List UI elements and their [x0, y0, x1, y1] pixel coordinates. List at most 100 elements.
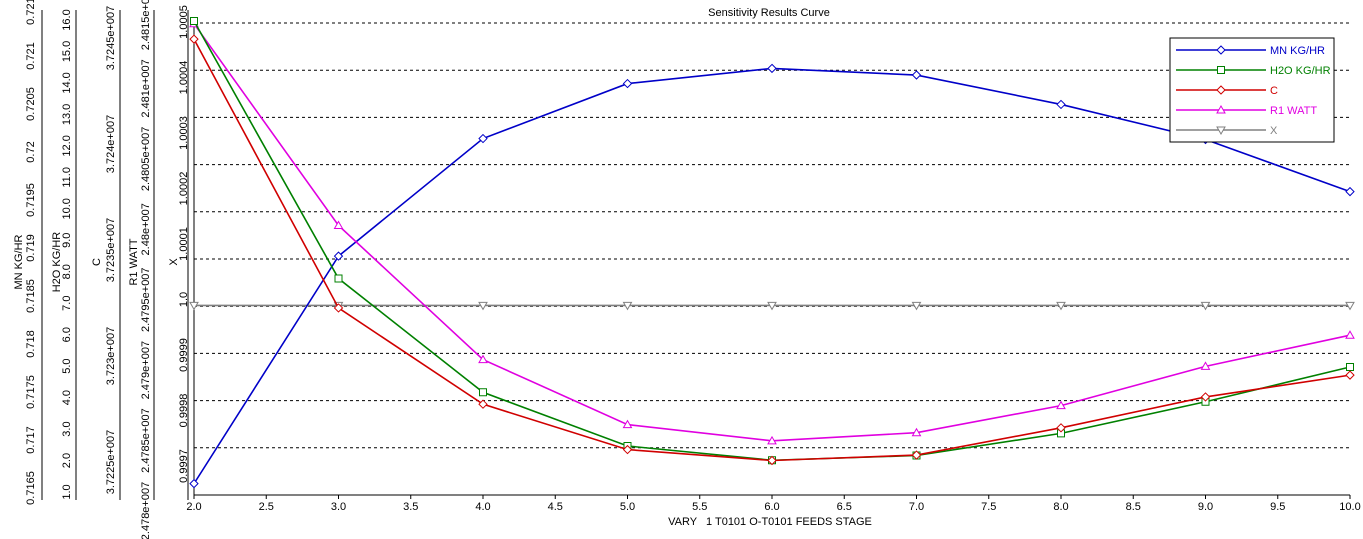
data-point: [189, 301, 199, 311]
h2o-axis: 1.0 2.0 3.0 4.0 5.0 6.0 7.0 8.0 9.0 10.0 11.0 12.0 1…: [51, 9, 77, 500]
h2o-tick-label: 11.0: [61, 167, 73, 188]
data-point: [767, 455, 777, 466]
mn-tick-label: 0.7185: [25, 279, 37, 313]
x-tick-label: 1.0: [178, 292, 190, 307]
c-tick-label: 3.724e+007: [105, 115, 117, 173]
legend-item: R1 WATT: [1176, 104, 1317, 117]
chart-title: Sensitivity Results Curve: [708, 7, 830, 19]
x-tick-label: 0.9998: [178, 394, 190, 428]
legend-label: H2O KG/HR: [1270, 65, 1331, 77]
data-point: [1200, 361, 1211, 370]
x-tick-label: 1.0003: [178, 116, 190, 150]
x-tick-label: 9.0: [1198, 501, 1213, 513]
data-point: [1056, 301, 1066, 311]
x-tick-label: 0.9999: [178, 338, 190, 372]
r1-tick-label: 2.479e+007: [140, 341, 152, 399]
x-tick-label: 8.0: [1053, 501, 1068, 513]
x-tick-label: 1.0001: [178, 227, 190, 261]
mn-axis-label: MN KG/HR: [13, 234, 25, 289]
h2o-tick-label: 13.0: [61, 104, 73, 125]
h2o-tick-label: 4.0: [61, 390, 73, 405]
mn-axis: 0.7165 0.717 0.7175 0.718 0.7185 0.719 0.7195 0…: [13, 0, 43, 505]
h2o-tick-label: 8.0: [61, 264, 73, 279]
series-c: [189, 34, 1355, 466]
h2o-tick-label: 3.0: [61, 421, 73, 436]
data-point: [1216, 45, 1226, 55]
x-tick-label: 3.0: [331, 501, 346, 513]
data-point: [1346, 363, 1354, 372]
data-point: [622, 301, 633, 311]
data-point: [911, 70, 922, 80]
r1-tick-label: 2.4805e+007: [140, 127, 152, 192]
h2o-tick-label: 7.0: [61, 296, 73, 311]
r1-axis-label: R1 WATT: [128, 238, 140, 285]
data-point: [1345, 301, 1355, 311]
x-tick-label: 2.5: [259, 501, 274, 513]
x-tick-label: 6.5: [837, 501, 852, 513]
x-axis-label: X: [168, 258, 180, 266]
x-tick-label: 7.5: [981, 501, 996, 513]
legend-item: C: [1176, 85, 1278, 97]
data-point: [333, 303, 344, 313]
data-point: [911, 427, 922, 437]
x-tick-label: 4.5: [548, 501, 563, 513]
data-point: [1200, 392, 1211, 402]
x-axis: 2.0 2.5 3.0 3.5 4.0 4.5 5.0 5.5 6.0 6.5 7.0 7.5 8.0 8…: [186, 495, 1361, 513]
data-point: [1216, 85, 1226, 95]
x-tick-label: 7.0: [909, 501, 924, 513]
mn-tick-label: 0.7215: [25, 0, 37, 25]
data-point: [767, 63, 777, 74]
c-tick-label: 3.7235e+007: [105, 218, 117, 283]
data-point: [478, 399, 488, 409]
data-point: [190, 17, 198, 25]
mn-tick-label: 0.717: [25, 426, 37, 454]
mn-tick-label: 0.718: [25, 330, 37, 358]
x-tick-label: 1.0005: [178, 5, 190, 39]
legend-label: MN KG/HR: [1270, 45, 1325, 57]
series-x: [189, 301, 1355, 311]
r1-tick-label: 2.478e+007: [140, 482, 152, 539]
y-axes: 0.7165 0.717 0.7175 0.718 0.7185 0.719 0.7195 0…: [13, 0, 190, 539]
x-tick-label: 4.0: [475, 501, 490, 513]
data-point: [622, 444, 633, 455]
data-point: [911, 450, 922, 460]
legend-item: MN KG/HR: [1176, 45, 1325, 57]
data-point: [911, 301, 922, 311]
mn-tick-label: 0.719: [25, 234, 37, 262]
data-point: [1216, 126, 1226, 136]
data-point: [1200, 301, 1211, 311]
legend: MN KG/HR H2O KG/HR C R1 WATT X: [1169, 37, 1335, 143]
r1-tick-label: 2.4785e+007: [140, 408, 152, 473]
legend-label: C: [1270, 85, 1278, 97]
legend-item: X: [1176, 125, 1278, 137]
data-point: [622, 419, 633, 429]
h2o-tick-label: 16.0: [61, 9, 73, 30]
r1-axis: 2.478e+007 2.4785e+007 2.479e+007 2.4795e+0…: [128, 0, 155, 539]
r1-tick-label: 2.4795e+007: [140, 267, 152, 332]
data-point: [189, 34, 199, 44]
legend-item: H2O KG/HR: [1176, 65, 1331, 77]
c-tick-label: 3.7225e+007: [105, 430, 117, 495]
x-axis-label: VARY 1 T0101 O-T0101 FEEDS STAGE: [668, 516, 872, 528]
legend-label: X: [1270, 125, 1278, 137]
x-tick-label: 1.0004: [178, 61, 190, 95]
data-point: [767, 301, 777, 311]
data-point: [1056, 99, 1066, 110]
mn-tick-label: 0.721: [25, 42, 37, 70]
x-tick-label: 3.5: [403, 501, 418, 513]
legend-label: R1 WATT: [1270, 105, 1317, 117]
x-tick-label: 2.0: [186, 501, 201, 513]
data-point: [333, 220, 344, 229]
data-point: [478, 301, 488, 311]
data-point: [478, 354, 488, 364]
c-tick-label: 3.7245e+007: [105, 6, 117, 71]
r1-tick-label: 2.48e+007: [140, 203, 152, 255]
data-point: [1345, 370, 1355, 380]
h2o-tick-label: 15.0: [61, 41, 73, 62]
h2o-tick-label: 5.0: [61, 358, 73, 373]
h2o-tick-label: 1.0: [61, 484, 73, 499]
data-point: [1345, 186, 1355, 197]
x-tick-label: 5.0: [620, 501, 635, 513]
c-axis-label: C: [91, 258, 103, 266]
data-point: [479, 388, 487, 397]
